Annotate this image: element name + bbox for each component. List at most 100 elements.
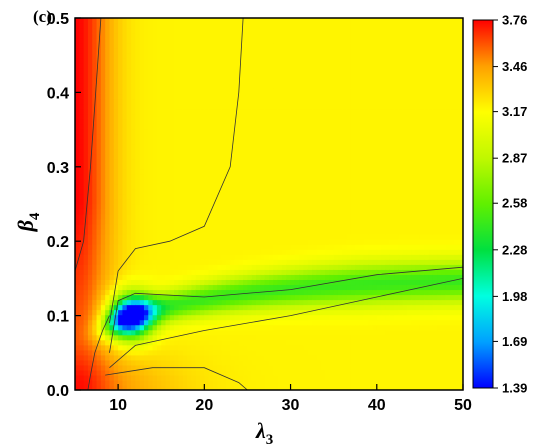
field-cell bbox=[143, 188, 149, 195]
field-cell bbox=[212, 284, 218, 291]
field-cell bbox=[126, 294, 132, 301]
field-cell bbox=[75, 334, 80, 341]
field-cell bbox=[303, 128, 309, 135]
field-cell bbox=[359, 133, 365, 140]
field-cell bbox=[143, 304, 149, 311]
field-cell bbox=[247, 43, 253, 49]
field-cell bbox=[243, 249, 249, 255]
field-cell bbox=[126, 374, 132, 381]
field-cell bbox=[243, 53, 249, 59]
field-cell bbox=[290, 178, 296, 185]
field-cell bbox=[230, 279, 236, 286]
field-cell bbox=[346, 153, 352, 160]
field-cell bbox=[178, 224, 184, 230]
field-cell bbox=[273, 284, 279, 291]
field-cell bbox=[165, 53, 171, 59]
field-cell bbox=[148, 359, 154, 366]
field-cell bbox=[200, 259, 205, 265]
field-cell bbox=[325, 93, 330, 100]
field-cell bbox=[118, 344, 124, 351]
field-cell bbox=[118, 209, 124, 215]
field-cell bbox=[277, 148, 283, 155]
field-cell bbox=[290, 68, 296, 74]
field-cell bbox=[122, 163, 128, 170]
field-cell bbox=[346, 339, 352, 346]
field-cell bbox=[118, 254, 124, 260]
field-cell bbox=[337, 314, 343, 321]
field-cell bbox=[363, 384, 369, 390]
field-cell bbox=[221, 279, 227, 286]
field-cell bbox=[355, 98, 361, 105]
field-cell bbox=[320, 38, 326, 44]
field-cell bbox=[135, 209, 141, 215]
field-cell bbox=[251, 33, 257, 39]
field-cell bbox=[174, 58, 180, 64]
field-cell bbox=[247, 173, 253, 180]
field-cell bbox=[256, 329, 261, 336]
field-cell bbox=[221, 269, 227, 275]
field-cell bbox=[200, 148, 205, 155]
field-cell bbox=[139, 329, 145, 336]
field-cell bbox=[277, 98, 283, 105]
field-cell bbox=[83, 304, 89, 311]
field-cell bbox=[303, 23, 309, 29]
field-cell bbox=[118, 23, 124, 29]
field-cell bbox=[273, 329, 279, 336]
field-cell bbox=[152, 133, 158, 140]
field-cell bbox=[281, 28, 287, 34]
field-cell bbox=[346, 88, 352, 95]
field-cell bbox=[178, 239, 184, 245]
field-cell bbox=[243, 98, 249, 105]
field-cell bbox=[363, 229, 369, 235]
field-cell bbox=[299, 198, 305, 205]
field-cell bbox=[346, 183, 352, 190]
field-cell bbox=[152, 219, 158, 225]
field-cell bbox=[273, 319, 279, 326]
field-cell bbox=[148, 204, 154, 210]
field-cell bbox=[126, 133, 132, 140]
field-cell bbox=[312, 48, 318, 54]
field-cell bbox=[109, 239, 115, 245]
field-cell bbox=[195, 108, 201, 115]
field-cell bbox=[87, 143, 93, 150]
field-cell bbox=[316, 269, 322, 275]
field-cell bbox=[342, 284, 348, 291]
field-cell bbox=[264, 43, 270, 49]
field-cell bbox=[277, 188, 283, 195]
field-cell bbox=[243, 198, 249, 205]
field-cell bbox=[126, 344, 132, 351]
field-cell bbox=[243, 299, 249, 306]
field-cell bbox=[79, 58, 85, 64]
field-cell bbox=[161, 284, 167, 291]
field-cell bbox=[204, 103, 210, 110]
field-cell bbox=[87, 289, 93, 296]
field-cell bbox=[118, 73, 124, 79]
field-cell bbox=[363, 274, 369, 281]
field-cell bbox=[260, 148, 266, 155]
field-cell bbox=[165, 314, 171, 321]
field-cell bbox=[122, 284, 128, 291]
field-cell bbox=[169, 128, 175, 135]
field-cell bbox=[113, 168, 119, 175]
field-cell bbox=[307, 264, 313, 270]
field-cell bbox=[221, 214, 227, 220]
field-cell bbox=[75, 319, 80, 326]
field-cell bbox=[156, 108, 162, 115]
field-cell bbox=[329, 63, 335, 69]
field-cell bbox=[260, 234, 266, 240]
field-cell bbox=[96, 214, 102, 220]
field-cell bbox=[225, 78, 231, 84]
field-cell bbox=[299, 83, 305, 89]
field-cell bbox=[290, 249, 296, 255]
field-cell bbox=[238, 103, 244, 110]
field-cell bbox=[156, 264, 162, 270]
field-cell bbox=[200, 123, 205, 130]
field-cell bbox=[251, 304, 257, 311]
field-cell bbox=[299, 23, 305, 29]
field-cell bbox=[277, 364, 283, 371]
field-cell bbox=[346, 324, 352, 331]
field-cell bbox=[320, 58, 326, 64]
field-cell bbox=[75, 219, 80, 225]
field-cell bbox=[135, 329, 141, 336]
field-cell bbox=[337, 18, 343, 24]
